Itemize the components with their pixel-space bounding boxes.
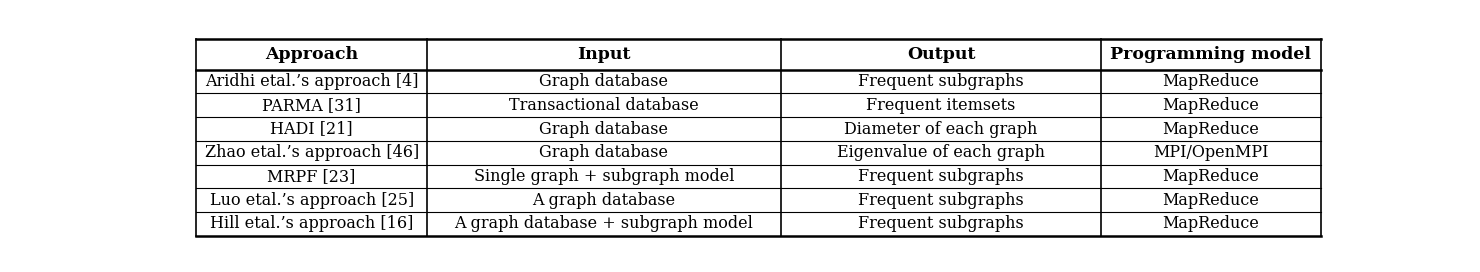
Text: HADI [21]: HADI [21] <box>271 120 354 138</box>
Text: Output: Output <box>907 46 975 63</box>
Text: Eigenvalue of each graph: Eigenvalue of each graph <box>838 144 1045 161</box>
Text: Programming model: Programming model <box>1110 46 1311 63</box>
Bar <box>426 141 781 165</box>
Text: Luo etal.’s approach [25]: Luo etal.’s approach [25] <box>210 192 414 209</box>
Text: Single graph + subgraph model: Single graph + subgraph model <box>474 168 734 185</box>
Bar <box>781 94 1101 117</box>
Text: MapReduce: MapReduce <box>1162 192 1259 209</box>
Text: Hill etal.’s approach [16]: Hill etal.’s approach [16] <box>210 215 413 233</box>
Bar <box>781 188 1101 212</box>
Text: MapReduce: MapReduce <box>1162 215 1259 233</box>
Bar <box>1101 212 1320 236</box>
Bar <box>1101 188 1320 212</box>
Bar <box>197 94 426 117</box>
Text: Zhao etal.’s approach [46]: Zhao etal.’s approach [46] <box>204 144 419 161</box>
Bar <box>197 70 426 94</box>
Text: PARMA [31]: PARMA [31] <box>262 97 361 114</box>
Bar <box>1101 70 1320 94</box>
Bar <box>1101 117 1320 141</box>
Bar <box>1101 141 1320 165</box>
Text: Aridhi etal.’s approach [4]: Aridhi etal.’s approach [4] <box>204 73 419 90</box>
Bar <box>781 212 1101 236</box>
Text: Frequent subgraphs: Frequent subgraphs <box>858 168 1024 185</box>
Text: MRPF [23]: MRPF [23] <box>268 168 355 185</box>
Bar <box>197 141 426 165</box>
Bar <box>1101 39 1320 70</box>
Text: MPI/OpenMPI: MPI/OpenMPI <box>1153 144 1268 161</box>
Text: Graph database: Graph database <box>539 144 669 161</box>
Text: Transactional database: Transactional database <box>509 97 699 114</box>
Bar <box>781 165 1101 188</box>
Bar <box>197 188 426 212</box>
Text: Input: Input <box>577 46 630 63</box>
Bar <box>781 70 1101 94</box>
Text: Diameter of each graph: Diameter of each graph <box>845 120 1037 138</box>
Bar <box>1101 94 1320 117</box>
Text: MapReduce: MapReduce <box>1162 73 1259 90</box>
Bar <box>426 117 781 141</box>
Bar <box>197 39 426 70</box>
Text: Graph database: Graph database <box>539 120 669 138</box>
Bar <box>781 117 1101 141</box>
Text: Frequent subgraphs: Frequent subgraphs <box>858 192 1024 209</box>
Bar <box>781 39 1101 70</box>
Bar <box>426 70 781 94</box>
Text: A graph database: A graph database <box>533 192 675 209</box>
Bar <box>197 165 426 188</box>
Bar <box>426 212 781 236</box>
Bar <box>197 212 426 236</box>
Bar <box>1101 165 1320 188</box>
Bar <box>426 165 781 188</box>
Bar <box>781 141 1101 165</box>
Text: MapReduce: MapReduce <box>1162 97 1259 114</box>
Text: A graph database + subgraph model: A graph database + subgraph model <box>454 215 753 233</box>
Bar <box>426 94 781 117</box>
Text: Frequent subgraphs: Frequent subgraphs <box>858 215 1024 233</box>
Bar <box>197 117 426 141</box>
Text: Frequent itemsets: Frequent itemsets <box>866 97 1015 114</box>
Text: Graph database: Graph database <box>539 73 669 90</box>
Text: Frequent subgraphs: Frequent subgraphs <box>858 73 1024 90</box>
Text: MapReduce: MapReduce <box>1162 168 1259 185</box>
Text: Approach: Approach <box>265 46 358 63</box>
Text: MapReduce: MapReduce <box>1162 120 1259 138</box>
Bar <box>426 39 781 70</box>
Bar <box>426 188 781 212</box>
